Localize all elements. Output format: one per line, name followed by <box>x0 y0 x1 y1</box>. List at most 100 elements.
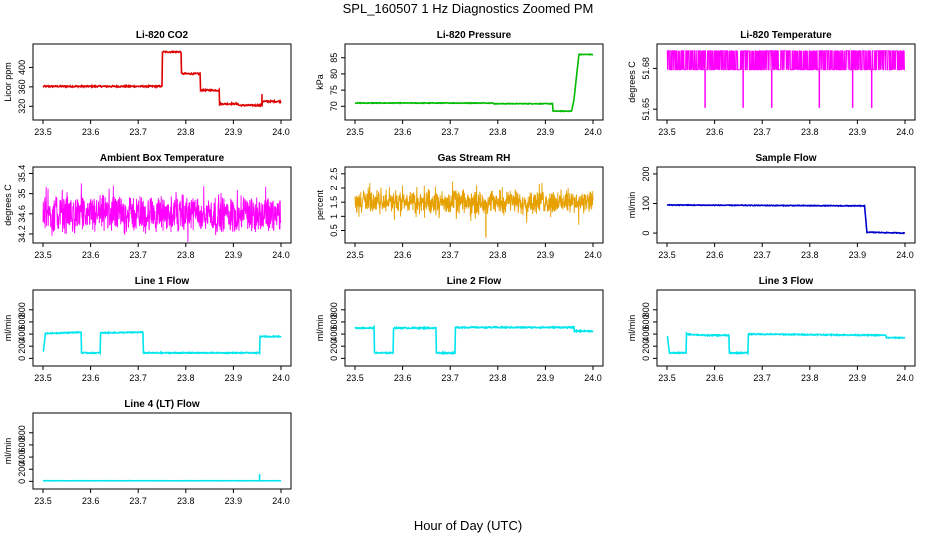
x-tick-label: 23.9 <box>537 127 555 137</box>
panel-frame <box>656 289 916 367</box>
x-tick-label: 23.8 <box>801 127 819 137</box>
panel-frame <box>32 166 292 244</box>
series-group <box>354 181 594 238</box>
y-tick-label: 70 <box>329 101 339 111</box>
x-tick-label: 23.6 <box>82 373 100 383</box>
series-band <box>354 181 594 225</box>
y-axis-label: kPa <box>315 74 325 90</box>
y-tick-label: 800 <box>329 302 339 317</box>
x-tick-label: 23.7 <box>129 496 147 506</box>
x-tick-label: 23.7 <box>753 373 771 383</box>
series-line <box>354 324 594 356</box>
series-line <box>354 53 594 113</box>
y-tick-label: 400 <box>17 450 27 465</box>
x-tick-label: 23.5 <box>34 250 52 260</box>
y-tick-label: 800 <box>17 425 27 440</box>
y-axis-label: ml/min <box>315 315 325 342</box>
y-axis-label: ml/min <box>627 315 637 342</box>
panel-title: Sample Flow <box>755 153 816 164</box>
x-tick-label: 24.0 <box>896 250 914 260</box>
panel-frame <box>656 43 916 121</box>
x-tick-label: 23.7 <box>753 250 771 260</box>
x-tick-label: 24.0 <box>272 373 290 383</box>
y-tick-label: 1.5 <box>329 196 339 209</box>
x-tick-label: 23.5 <box>658 250 676 260</box>
x-tick-label: 23.9 <box>225 250 243 260</box>
x-tick-label: 23.9 <box>849 373 867 383</box>
y-tick-label: 0 <box>17 356 27 361</box>
panel-title: Line 4 (LT) Flow <box>124 399 200 410</box>
x-tick-label: 23.9 <box>537 250 555 260</box>
y-tick-label: 0 <box>17 479 27 484</box>
x-axis-label: Hour of Day (UTC) <box>413 518 523 533</box>
y-tick-label: 75 <box>329 85 339 95</box>
y-tick-label: 51.65 <box>641 98 651 121</box>
panel-2: Li-820 Pressure kPa 70 75 80 85 23.5 23.6 23.7 23… <box>315 30 604 137</box>
y-tick-label: 85 <box>329 53 339 63</box>
x-tick-label: 24.0 <box>584 127 602 137</box>
y-tick-label: 34.6 <box>17 205 27 223</box>
series-group <box>666 203 906 235</box>
x-tick-label: 23.9 <box>225 373 243 383</box>
x-tick-label: 23.8 <box>177 250 195 260</box>
y-axis-label: ml/min <box>627 192 637 219</box>
y-tick-label: 600 <box>17 314 27 329</box>
y-tick-label: 200 <box>17 462 27 477</box>
x-tick-label: 23.9 <box>849 127 867 137</box>
y-tick-label: 800 <box>17 302 27 317</box>
series-group <box>354 324 594 356</box>
panel-frame <box>344 43 604 121</box>
panel-title: Li-820 CO2 <box>136 30 189 41</box>
x-tick-label: 24.0 <box>272 496 290 506</box>
y-tick-label: 200 <box>641 166 651 181</box>
x-tick-label: 23.5 <box>346 250 364 260</box>
y-tick-label: 400 <box>17 327 27 342</box>
panel-frame <box>32 43 292 121</box>
x-tick-label: 23.8 <box>177 127 195 137</box>
panel-title: Line 3 Flow <box>759 276 814 287</box>
y-tick-label: 400 <box>329 327 339 342</box>
x-tick-label: 23.7 <box>441 127 459 137</box>
series-line <box>666 203 906 235</box>
x-tick-label: 23.6 <box>706 127 724 137</box>
y-axis-label: degrees C <box>627 61 637 103</box>
y-tick-label: 200 <box>17 339 27 354</box>
y-tick-label: 600 <box>641 314 651 329</box>
x-tick-label: 23.6 <box>82 127 100 137</box>
x-tick-label: 23.7 <box>753 127 771 137</box>
panel-6: Sample Flow ml/min 0 100 200 23.5 23.6 23.7 23.8… <box>627 153 916 260</box>
x-tick-label: 23.6 <box>394 250 412 260</box>
y-tick-label: 35 <box>17 189 27 199</box>
panel-3: Li-820 Temperature degrees C 51.65 51.68 23.… <box>627 30 916 137</box>
series-group <box>42 49 282 108</box>
panel-title: Gas Stream RH <box>438 153 511 164</box>
x-tick-label: 23.5 <box>34 127 52 137</box>
y-tick-label: 0 <box>641 231 651 236</box>
series-group <box>666 330 906 356</box>
y-axis-label: percent <box>315 189 325 220</box>
x-tick-label: 23.8 <box>177 496 195 506</box>
panel-frame <box>344 166 604 244</box>
x-tick-label: 23.7 <box>441 250 459 260</box>
x-tick-label: 23.6 <box>394 127 412 137</box>
x-tick-label: 23.8 <box>489 373 507 383</box>
x-tick-label: 23.8 <box>489 250 507 260</box>
panel-frame <box>32 412 292 490</box>
y-tick-label: 2 <box>329 185 339 190</box>
y-tick-label: 2.5 <box>329 168 339 181</box>
panel-5: Gas Stream RH percent 0.5 1 1.5 2 2.5 23.5 23.6 2… <box>315 153 604 260</box>
y-tick-label: 400 <box>641 327 651 342</box>
x-tick-label: 23.8 <box>177 373 195 383</box>
panel-1: Li-820 CO2 Licor ppm 320 360 400 23.5 23.6 23.7… <box>3 30 292 137</box>
panel-frame <box>32 289 292 367</box>
x-tick-label: 23.6 <box>82 250 100 260</box>
y-axis-label: ml/min <box>3 438 13 465</box>
x-tick-label: 23.5 <box>34 373 52 383</box>
panel-title: Line 2 Flow <box>447 276 502 287</box>
x-tick-label: 23.6 <box>82 496 100 506</box>
series-group <box>42 474 282 482</box>
y-axis-label: degrees C <box>3 184 13 226</box>
panel-frame <box>656 166 916 244</box>
